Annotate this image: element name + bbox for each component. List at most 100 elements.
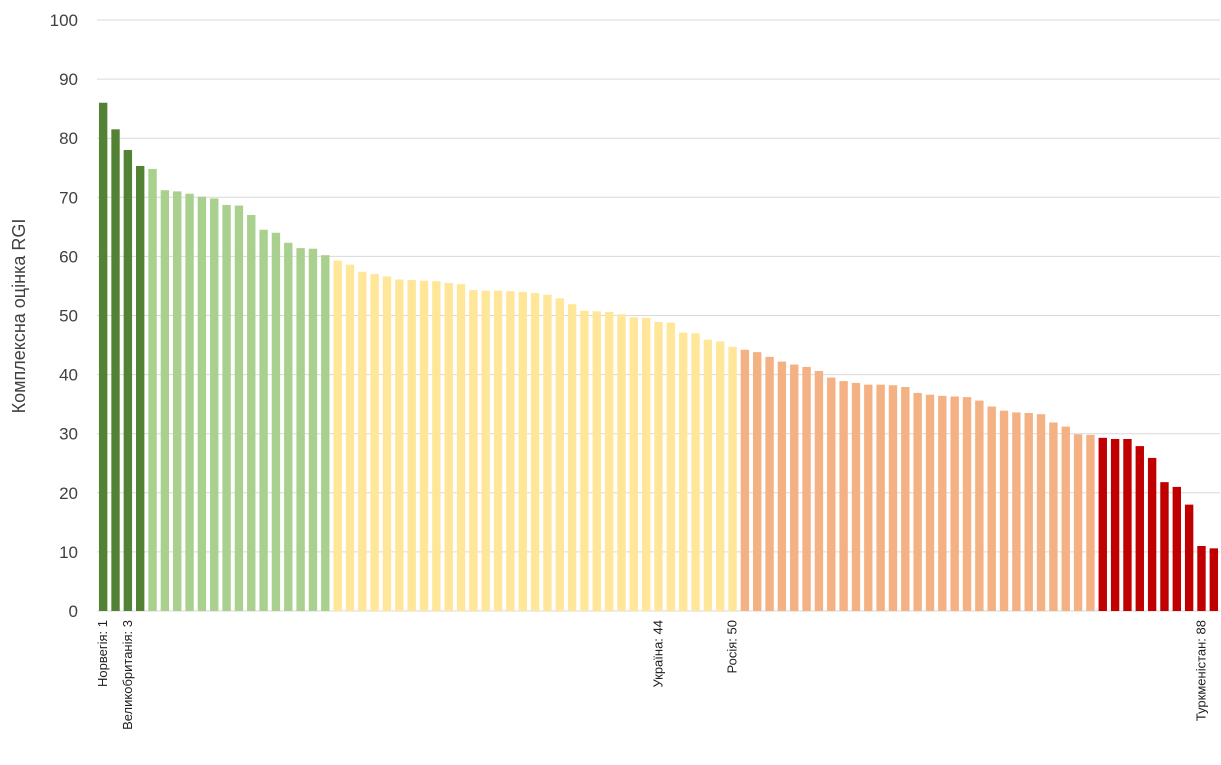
bar — [678, 332, 688, 611]
bar — [654, 322, 663, 611]
bar — [777, 361, 787, 611]
bar — [580, 310, 589, 611]
bar — [222, 204, 231, 612]
y-axis-title: Комплексна оцінка RGI — [9, 219, 29, 414]
bar — [864, 384, 873, 611]
bar — [1160, 482, 1169, 611]
category-labels: Норвегія: 1 Великобританія: 3 Україна: 44 Р… — [95, 620, 1208, 730]
category-label: Росія: 50 — [725, 620, 740, 673]
bar — [827, 377, 836, 611]
bar — [938, 395, 947, 611]
bar — [345, 264, 355, 611]
bar — [382, 276, 392, 611]
bar — [617, 314, 626, 611]
bar — [666, 322, 676, 611]
bar — [419, 280, 429, 611]
bar — [481, 290, 490, 611]
bar — [185, 193, 194, 611]
bar — [1147, 457, 1157, 611]
bar — [716, 341, 725, 611]
bar — [1184, 504, 1194, 611]
bar — [876, 384, 885, 611]
bar — [740, 349, 750, 611]
bar — [691, 333, 700, 611]
bar — [925, 394, 935, 611]
y-axis-tick-labels: 0 10 20 30 40 50 60 70 80 90 100 — [50, 11, 78, 621]
bar — [753, 352, 762, 611]
y-tick-label: 40 — [59, 366, 78, 385]
bar — [567, 304, 577, 611]
bar — [160, 190, 170, 611]
bar — [802, 366, 811, 611]
bar — [913, 392, 922, 611]
bar — [765, 356, 774, 611]
category-label: Україна: 44 — [651, 620, 666, 688]
bar — [148, 168, 157, 611]
bar — [1061, 426, 1070, 611]
bar — [407, 280, 416, 611]
bar — [296, 248, 305, 611]
bar — [111, 129, 120, 611]
y-tick-label: 100 — [50, 11, 78, 30]
bar — [395, 279, 404, 611]
y-tick-label: 20 — [59, 484, 78, 503]
bar — [851, 382, 861, 611]
bar — [469, 290, 478, 611]
bar — [1172, 486, 1181, 611]
bar — [604, 311, 614, 611]
bar — [901, 387, 910, 611]
bar — [975, 400, 984, 611]
bar — [197, 196, 207, 611]
bar — [1209, 548, 1219, 611]
bar — [555, 298, 564, 611]
y-tick-label: 30 — [59, 425, 78, 444]
bar — [271, 232, 281, 611]
bar — [1086, 434, 1095, 611]
bar — [518, 291, 527, 611]
y-tick-label: 0 — [69, 602, 78, 621]
bar — [493, 290, 503, 611]
bar — [259, 229, 268, 611]
bar — [370, 274, 379, 611]
bar — [432, 281, 441, 611]
bar — [814, 371, 824, 611]
y-tick-label: 50 — [59, 307, 78, 326]
y-tick-label: 10 — [59, 543, 78, 562]
bar — [1197, 545, 1206, 611]
bar — [506, 291, 515, 611]
bar — [641, 317, 651, 611]
bars — [98, 102, 1219, 612]
bar — [962, 397, 972, 611]
bar — [629, 317, 639, 611]
bar — [1049, 422, 1058, 611]
bar — [358, 271, 367, 611]
y-tick-label: 70 — [59, 188, 78, 207]
bar — [530, 293, 540, 611]
bar — [1036, 414, 1046, 611]
category-label: Великобританія: 3 — [120, 620, 135, 730]
category-label: Туркменістан: 88 — [1193, 620, 1208, 721]
y-tick-label: 60 — [59, 247, 78, 266]
bar — [728, 346, 737, 611]
bar — [444, 282, 453, 611]
bar — [1012, 412, 1021, 611]
bar — [703, 339, 713, 611]
bar — [234, 205, 244, 611]
bar — [123, 150, 133, 611]
bar — [888, 385, 898, 611]
y-tick-label: 80 — [59, 129, 78, 148]
bar — [173, 191, 182, 611]
bar — [839, 381, 848, 611]
bar — [543, 294, 552, 611]
bar — [1110, 439, 1120, 611]
bar — [999, 410, 1009, 611]
bar — [1073, 434, 1083, 611]
bar — [136, 165, 145, 612]
bar — [790, 364, 799, 611]
bar — [98, 102, 108, 612]
bar — [333, 260, 342, 611]
bar — [210, 198, 219, 612]
bar — [950, 396, 959, 611]
bar — [308, 248, 318, 611]
